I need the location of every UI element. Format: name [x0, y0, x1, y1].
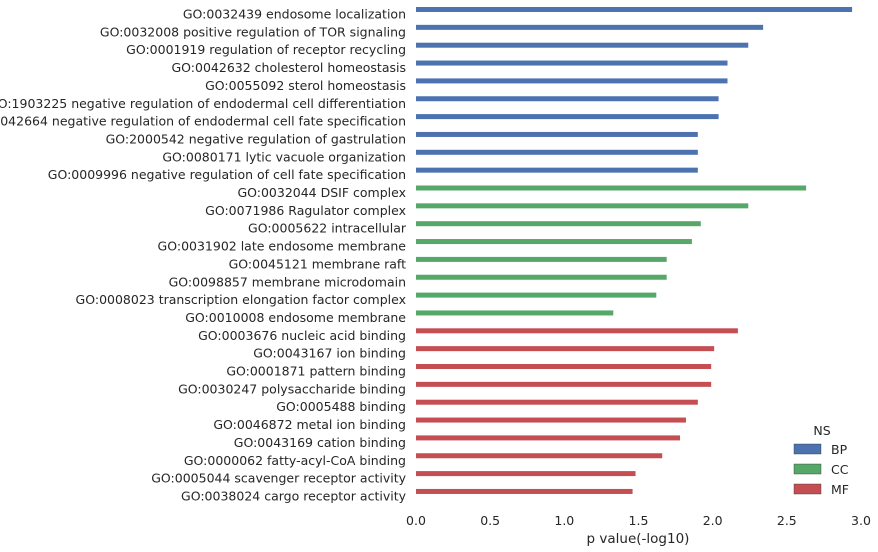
x-tick-label: 0.5	[480, 513, 500, 528]
x-tick-label: 0.0	[406, 513, 426, 528]
category-label: GO:0005488 binding	[276, 399, 406, 414]
category-label: GO:0038024 cargo receptor activity	[181, 488, 407, 503]
bar-bp	[416, 96, 719, 102]
category-label: GO:0045121 membrane raft	[229, 256, 407, 271]
legend-title: NS	[813, 423, 830, 438]
legend-label-bp: BP	[831, 442, 848, 457]
bar-bp	[416, 167, 698, 173]
category-label: GO:0005622 intracellular	[248, 221, 407, 236]
bar-bp	[416, 24, 764, 30]
category-label: GO:0001919 regulation of receptor recycl…	[126, 42, 406, 57]
category-label: GO:0042664 negative regulation of endode…	[0, 114, 406, 129]
category-label: GO:0071986 Ragulator complex	[205, 203, 406, 218]
category-label: GO:0032044 DSIF complex	[237, 185, 406, 200]
bar-mf	[416, 435, 681, 441]
x-tick-label: 2.5	[777, 513, 797, 528]
bar-cc	[416, 292, 657, 298]
legend: NS BP CC MF	[793, 423, 849, 497]
bar-cc	[416, 239, 692, 245]
x-tick-label: 1.0	[554, 513, 574, 528]
category-label: GO:0046872 metal ion binding	[213, 417, 406, 432]
category-label: GO:0009996 negative regulation of cell f…	[48, 167, 406, 182]
category-label: GO:0055092 sterol homeostasis	[205, 78, 406, 93]
bar-mf	[416, 453, 663, 459]
x-axis-title: p value(-log10)	[587, 531, 690, 547]
bar-bp	[416, 42, 749, 48]
category-label: GO:0030247 polysaccharide binding	[178, 381, 406, 396]
bar-bp	[416, 60, 728, 66]
category-label: GO:0080171 lytic vacuole organization	[162, 149, 406, 164]
bar-mf	[416, 328, 738, 334]
bar-cc	[416, 256, 667, 262]
x-tick-label: 3.0	[851, 513, 871, 528]
bar-mf	[416, 381, 712, 387]
bars-group	[416, 7, 853, 494]
category-label: GO:0000062 fatty-acyl-CoA binding	[184, 453, 406, 468]
legend-label-cc: CC	[831, 462, 849, 477]
bar-mf	[416, 488, 633, 494]
category-labels: GO:0032439 endosome localization GO:00320…	[0, 7, 407, 504]
bar-cc	[416, 203, 749, 209]
category-label: GO:0010008 endosome membrane	[185, 310, 406, 325]
category-label: GO:0043169 cation binding	[234, 435, 406, 450]
category-label: GO:0032008 positive regulation of TOR si…	[100, 24, 406, 39]
bar-bp	[416, 78, 728, 84]
category-label: GO:2000542 negative regulation of gastru…	[106, 131, 406, 146]
x-tick-labels: 0.0 0.5 1.0 1.5 2.0 2.5 3.0	[406, 513, 871, 528]
legend-swatch-cc	[793, 463, 822, 475]
legend-swatch-mf	[793, 483, 822, 495]
category-label: GO:0003676 nucleic acid binding	[198, 328, 406, 343]
bar-mf	[416, 364, 712, 369]
category-label: GO:0098857 membrane microdomain	[169, 274, 406, 289]
bar-mf	[416, 471, 636, 477]
bar-mf	[416, 346, 715, 352]
category-label: GO:0001871 pattern binding	[226, 364, 406, 379]
bar-cc	[416, 274, 667, 280]
bar-cc	[416, 310, 614, 316]
bar-bp	[416, 114, 719, 120]
category-label: GO:0008023 transcription elongation fact…	[76, 292, 406, 307]
category-label: GO:0043167 ion binding	[253, 346, 406, 361]
category-label: GO:0031902 late endosome membrane	[158, 239, 407, 254]
category-label: GO:0032439 endosome localization	[183, 7, 406, 22]
legend-swatch-bp	[793, 443, 822, 455]
category-label: GO:0005044 scavenger receptor activity	[151, 471, 406, 486]
bar-cc	[416, 221, 701, 227]
bar-bp	[416, 7, 853, 12]
category-label: GO:1903225 negative regulation of endode…	[0, 96, 406, 111]
bar-mf	[416, 399, 698, 405]
bar-cc	[416, 185, 807, 191]
bar-mf	[416, 417, 686, 423]
x-tick-label: 1.5	[629, 513, 649, 528]
bar-bp	[416, 131, 698, 137]
legend-label-mf: MF	[831, 482, 849, 497]
category-label: GO:0042632 cholesterol homeostasis	[172, 60, 407, 75]
x-tick-label: 2.0	[703, 513, 723, 528]
bar-bp	[416, 149, 698, 155]
